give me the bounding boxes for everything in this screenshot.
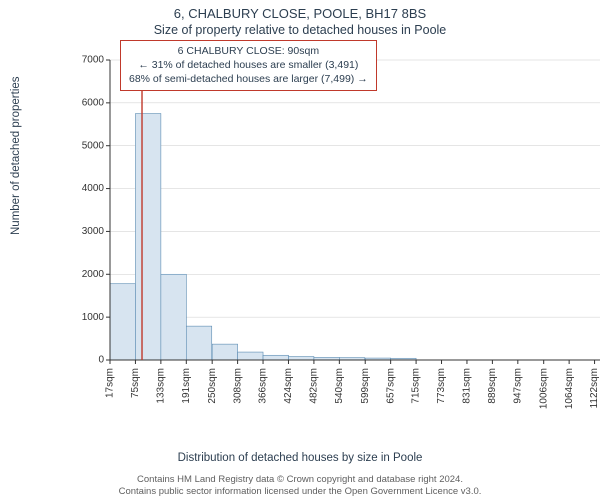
y-tick-label: 5000 bbox=[82, 140, 105, 151]
x-tick-label: 540sqm bbox=[334, 368, 345, 404]
x-tick-label: 715sqm bbox=[411, 368, 422, 404]
page-title: 6, CHALBURY CLOSE, POOLE, BH17 8BS bbox=[0, 0, 600, 21]
y-tick-label: 7000 bbox=[82, 55, 105, 66]
page-subtitle: Size of property relative to detached ho… bbox=[0, 21, 600, 37]
x-tick-label: 308sqm bbox=[232, 368, 243, 404]
footer-line-2: Contains public sector information licen… bbox=[0, 486, 600, 498]
histogram-svg: 0 1000 2000 3000 4000 5000 6000 7000 17sqm 75sqm 1… bbox=[70, 55, 600, 410]
x-tick-label: 191sqm bbox=[181, 368, 192, 404]
y-tick-label: 6000 bbox=[82, 97, 105, 108]
info-line-3: 68% of semi-detached houses are larger (… bbox=[129, 72, 368, 86]
x-tick-label: 17sqm bbox=[105, 368, 116, 398]
y-tick-label: 3000 bbox=[82, 226, 105, 237]
histogram-bar bbox=[161, 274, 186, 360]
x-tick-label: 482sqm bbox=[309, 368, 320, 404]
x-tick-label: 773sqm bbox=[436, 368, 447, 404]
y-tick-label: 1000 bbox=[82, 312, 105, 323]
footer-line-1: Contains HM Land Registry data © Crown c… bbox=[0, 474, 600, 486]
x-tick-label: 947sqm bbox=[512, 368, 523, 404]
x-tick-label: 1006sqm bbox=[538, 368, 549, 409]
x-tick-label: 831sqm bbox=[462, 368, 473, 404]
x-axis-label: Distribution of detached houses by size … bbox=[0, 452, 600, 464]
info-line-2: ← 31% of detached houses are smaller (3,… bbox=[129, 58, 368, 72]
x-tick-label: 250sqm bbox=[207, 368, 218, 404]
x-tick-label: 133sqm bbox=[156, 368, 167, 404]
info-callout: 6 CHALBURY CLOSE: 90sqm ← 31% of detache… bbox=[120, 40, 377, 91]
histogram-bar bbox=[212, 344, 237, 360]
histogram-bar bbox=[135, 114, 160, 360]
histogram-bar bbox=[288, 357, 313, 360]
y-axis-label: Number of detached properties bbox=[10, 76, 22, 235]
y-tick-label: 2000 bbox=[82, 269, 105, 280]
x-tick-label: 424sqm bbox=[283, 368, 294, 404]
x-tick-label: 366sqm bbox=[258, 368, 269, 404]
plot-area: 0100020003000400050006000700017sqm75sqm1… bbox=[70, 55, 580, 400]
x-tick-label: 889sqm bbox=[487, 368, 498, 404]
y-tick-label: 0 bbox=[98, 355, 104, 366]
histogram-bar bbox=[186, 326, 211, 360]
histogram-bar bbox=[238, 352, 263, 360]
histogram-bar bbox=[110, 284, 135, 360]
x-tick-label: 657sqm bbox=[385, 368, 396, 404]
info-line-1: 6 CHALBURY CLOSE: 90sqm bbox=[129, 44, 368, 58]
chart-container: 6, CHALBURY CLOSE, POOLE, BH17 8BS Size … bbox=[0, 0, 600, 500]
y-tick-label: 4000 bbox=[82, 183, 105, 194]
x-tick-label: 75sqm bbox=[130, 368, 141, 398]
attribution-footer: Contains HM Land Registry data © Crown c… bbox=[0, 474, 600, 498]
x-tick-label: 1064sqm bbox=[564, 368, 575, 409]
x-tick-label: 599sqm bbox=[360, 368, 371, 404]
histogram-bar bbox=[263, 355, 288, 360]
x-tick-label: 1122sqm bbox=[589, 368, 600, 408]
